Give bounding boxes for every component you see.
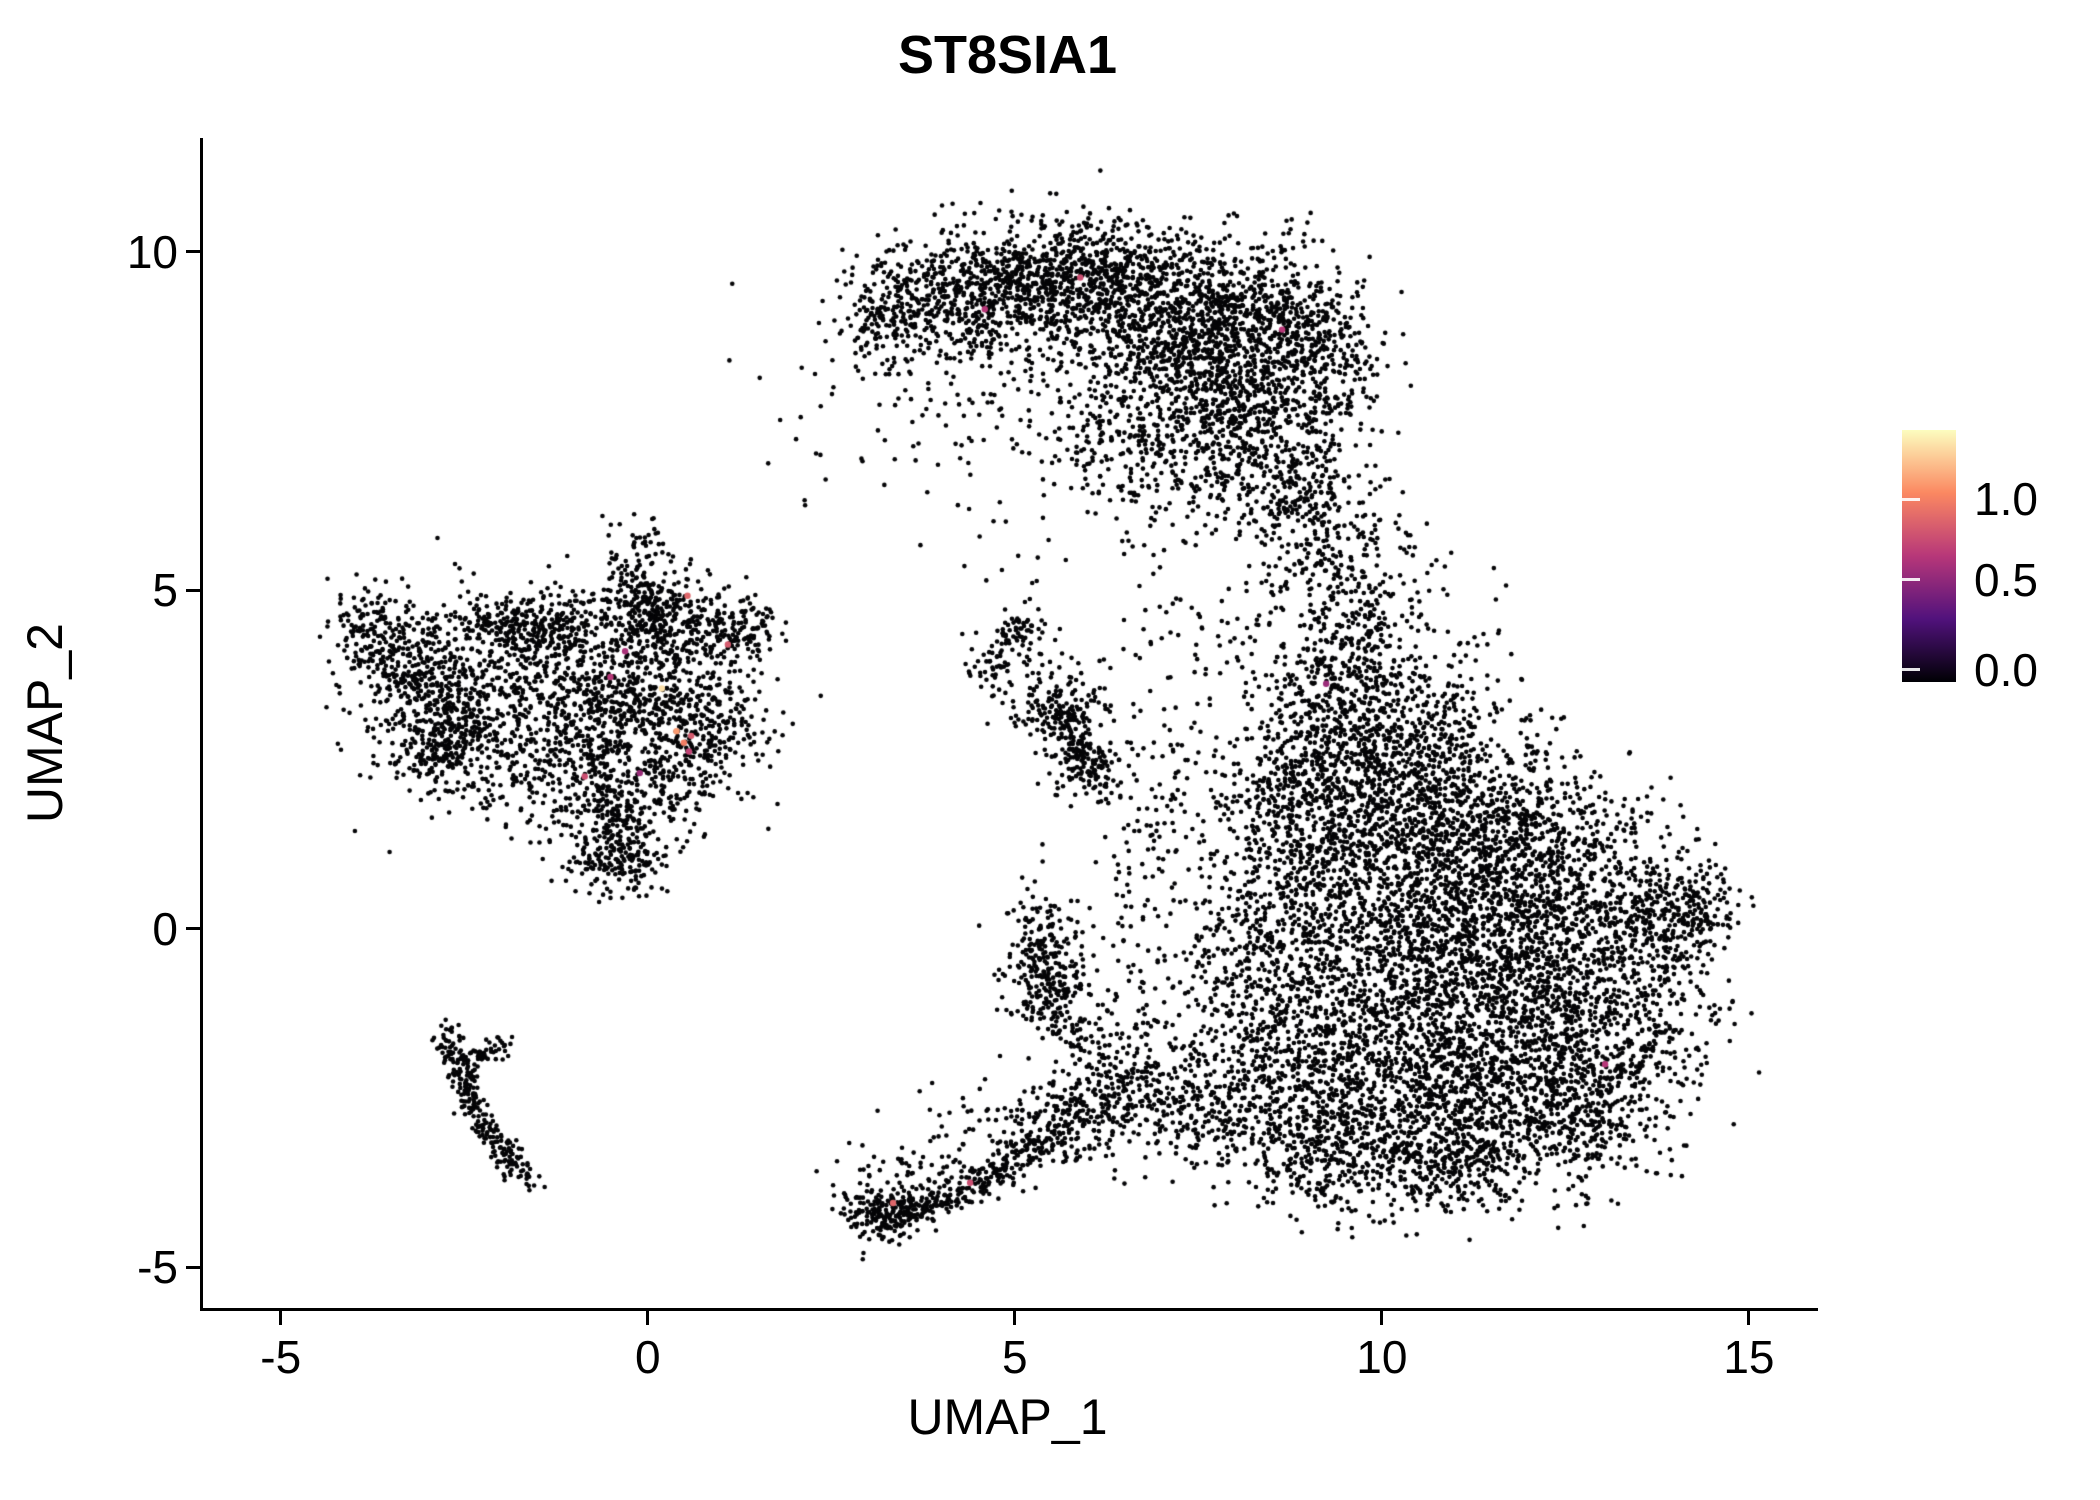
y-axis-label: UMAP_2 bbox=[17, 622, 73, 824]
colorbar-gradient bbox=[1902, 430, 1956, 682]
y-axis-tick-label: 10 bbox=[126, 225, 178, 278]
x-axis-tick-label: 10 bbox=[1356, 1331, 1408, 1383]
scatter-canvas bbox=[203, 138, 1818, 1308]
x-axis-tick-label: 5 bbox=[1002, 1331, 1028, 1383]
colorbar-tick bbox=[1902, 578, 1920, 582]
colorbar-tick-label: 0.0 bbox=[1974, 643, 2038, 696]
y-axis-tick bbox=[186, 927, 200, 931]
y-axis-tick bbox=[186, 588, 200, 592]
x-axis-tick-label: -5 bbox=[260, 1331, 302, 1383]
x-axis-tick bbox=[1013, 1311, 1017, 1325]
y-axis-tick-label: 5 bbox=[152, 564, 178, 617]
colorbar-tick bbox=[1902, 668, 1920, 672]
x-axis-tick-label: 0 bbox=[634, 1331, 661, 1383]
colorbar-tick-label: 1.0 bbox=[1974, 473, 2038, 526]
plot-title: ST8SIA1 bbox=[897, 25, 1118, 85]
x-axis-tick bbox=[1380, 1311, 1384, 1325]
x-axis-tick bbox=[1747, 1311, 1751, 1325]
y-axis-tick-label: 0 bbox=[152, 902, 178, 955]
y-axis-label-wrap: UMAP_2 bbox=[10, 138, 80, 1308]
y-axis-tick-label: -5 bbox=[137, 1241, 178, 1294]
x-axis-tick bbox=[646, 1311, 650, 1325]
plot-area bbox=[200, 138, 1818, 1311]
x-axis-tick bbox=[279, 1311, 283, 1325]
colorbar-tick bbox=[1902, 497, 1920, 501]
x-axis-label: UMAP_1 bbox=[907, 1389, 1108, 1445]
x-axis-tick-label: 15 bbox=[1723, 1331, 1775, 1383]
y-axis-tick bbox=[186, 1265, 200, 1269]
colorbar-tick-label: 0.5 bbox=[1974, 553, 2038, 606]
y-axis-tick bbox=[186, 250, 200, 254]
